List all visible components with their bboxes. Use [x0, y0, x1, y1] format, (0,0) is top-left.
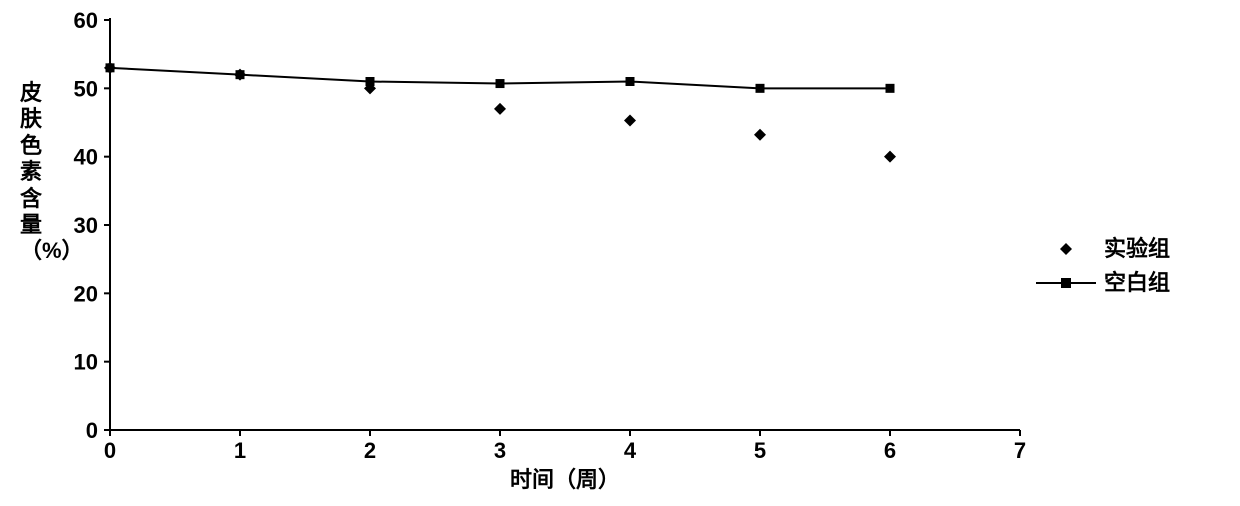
svg-text:1: 1	[234, 438, 246, 463]
x-axis-label: 时间（周）	[100, 462, 1030, 494]
y-axis-label: 皮肤色素含量（%）	[20, 80, 42, 265]
svg-text:5: 5	[754, 438, 766, 463]
legend-item-control: 空白组	[1036, 268, 1170, 298]
legend-marker-diamond	[1036, 239, 1096, 259]
svg-text:50: 50	[74, 76, 98, 101]
svg-text:4: 4	[624, 438, 637, 463]
svg-text:6: 6	[884, 438, 896, 463]
chart-container: 皮肤色素含量（%） 0 10 20 30 40 50 60 0 1 2 3 4 5 6 7 时间（周） 实验…	[0, 0, 1240, 506]
legend-marker-square-line	[1036, 273, 1096, 293]
svg-text:0: 0	[86, 418, 98, 443]
svg-text:30: 30	[74, 213, 98, 238]
legend: 实验组 空白组	[1036, 230, 1170, 302]
svg-text:20: 20	[74, 281, 98, 306]
svg-text:40: 40	[74, 145, 98, 170]
svg-text:60: 60	[74, 10, 98, 33]
chart-plot: 0 10 20 30 40 50 60 0 1 2 3 4 5 6 7	[50, 10, 1030, 470]
legend-label: 空白组	[1104, 272, 1170, 294]
svg-text:7: 7	[1014, 438, 1026, 463]
svg-text:10: 10	[74, 350, 98, 375]
svg-text:3: 3	[494, 438, 506, 463]
svg-text:0: 0	[104, 438, 116, 463]
legend-item-experiment: 实验组	[1036, 234, 1170, 264]
legend-label: 实验组	[1104, 238, 1170, 260]
svg-text:2: 2	[364, 438, 376, 463]
